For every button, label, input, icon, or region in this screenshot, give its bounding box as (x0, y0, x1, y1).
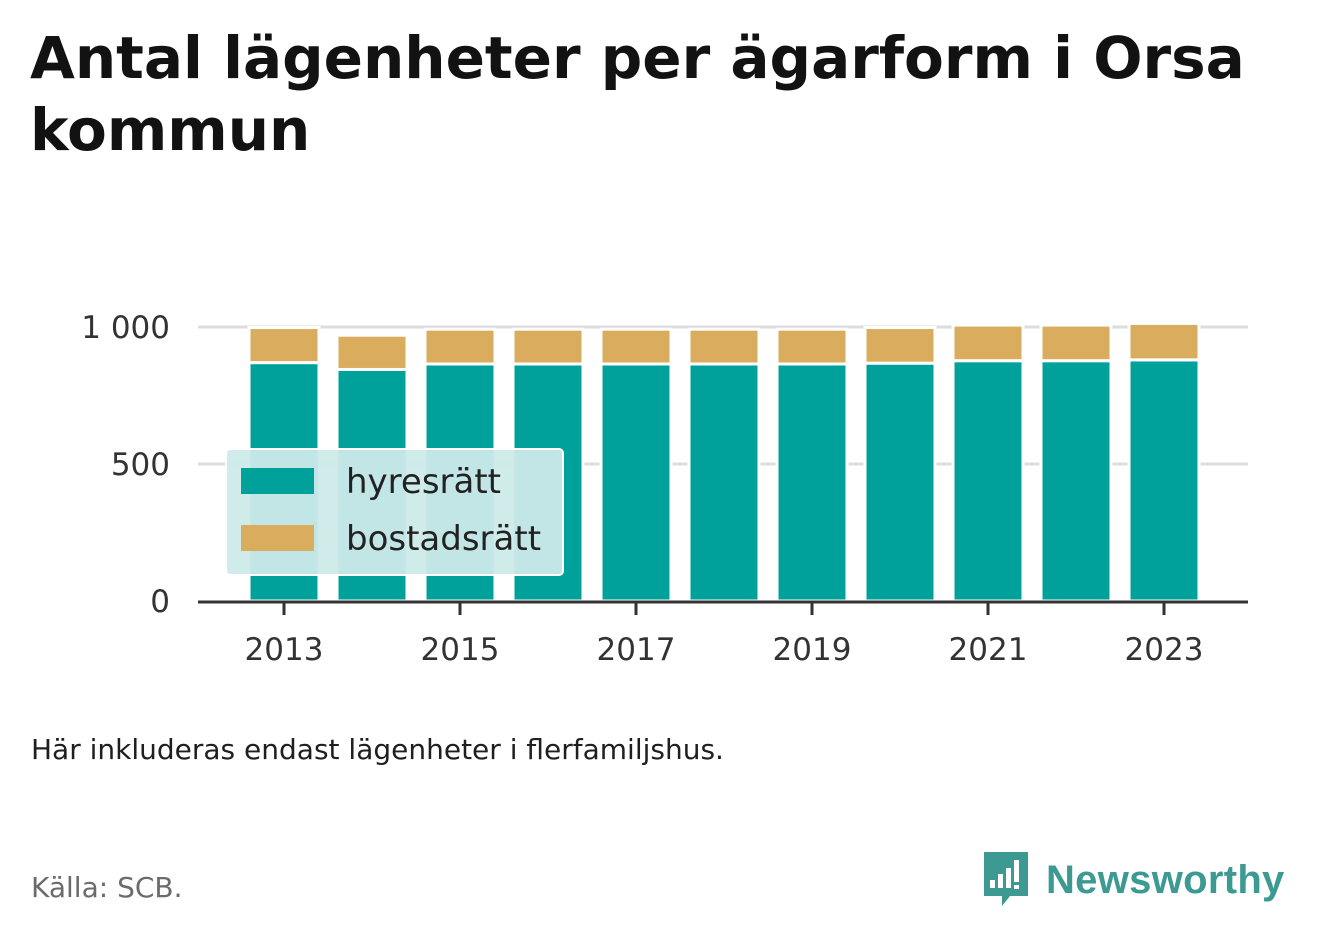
bar-bostadsratt (951, 323, 1025, 363)
bar-hyresratt (863, 361, 937, 603)
y-axis-labels: 0 500 1 000 (81, 310, 170, 620)
chart-title: Antal lägenheter per ägarform i Orsa kom… (30, 24, 1245, 164)
newsworthy-logo: Newsworthy (980, 850, 1285, 910)
x-tick-label: 2023 (1125, 632, 1204, 668)
newsworthy-logo-icon (984, 852, 1028, 906)
bar-bostadsratt (511, 327, 585, 366)
legend-item-bostadsratt-swatch (241, 525, 314, 551)
bar-bostadsratt (863, 326, 937, 365)
bar-hyresratt (951, 359, 1025, 603)
legend-item-bostadsratt-label: bostadsrätt (346, 519, 541, 559)
x-tick-label: 2013 (245, 632, 324, 668)
bar-bostadsratt (1039, 323, 1113, 363)
chart-note: Här inkluderas endast lägenheter i flerf… (31, 733, 724, 766)
bar-bostadsratt (335, 333, 409, 371)
x-tick-label: 2019 (773, 632, 852, 668)
bar-bostadsratt (775, 327, 849, 366)
bar-hyresratt (1127, 358, 1201, 603)
x-tick-label: 2015 (421, 632, 500, 668)
brand-name: Newsworthy (1046, 857, 1285, 902)
y-tick-label: 0 (150, 584, 170, 620)
x-axis: 2013 2015 2017 2019 2021 2023 (198, 600, 1248, 668)
x-tick-label: 2017 (597, 632, 676, 668)
y-tick-label: 500 (111, 447, 170, 483)
legend: hyresrätt bostadsrätt (225, 448, 564, 576)
bar-bostadsratt (423, 327, 497, 366)
bar-bostadsratt (599, 327, 673, 366)
bar-hyresratt (775, 362, 849, 603)
bar-hyresratt (1039, 359, 1113, 603)
bar-bostadsratt (687, 327, 761, 366)
bar-hyresratt (599, 362, 673, 603)
bar-hyresratt (687, 362, 761, 603)
source-label: Källa: SCB. (31, 871, 183, 904)
y-tick-label: 1 000 (81, 310, 170, 346)
legend-item-hyresratt-swatch (241, 468, 314, 494)
bar-bostadsratt (1127, 321, 1201, 362)
bar-bostadsratt (247, 326, 321, 365)
x-tick-label: 2021 (949, 632, 1028, 668)
legend-item-hyresratt-label: hyresrätt (346, 462, 501, 502)
